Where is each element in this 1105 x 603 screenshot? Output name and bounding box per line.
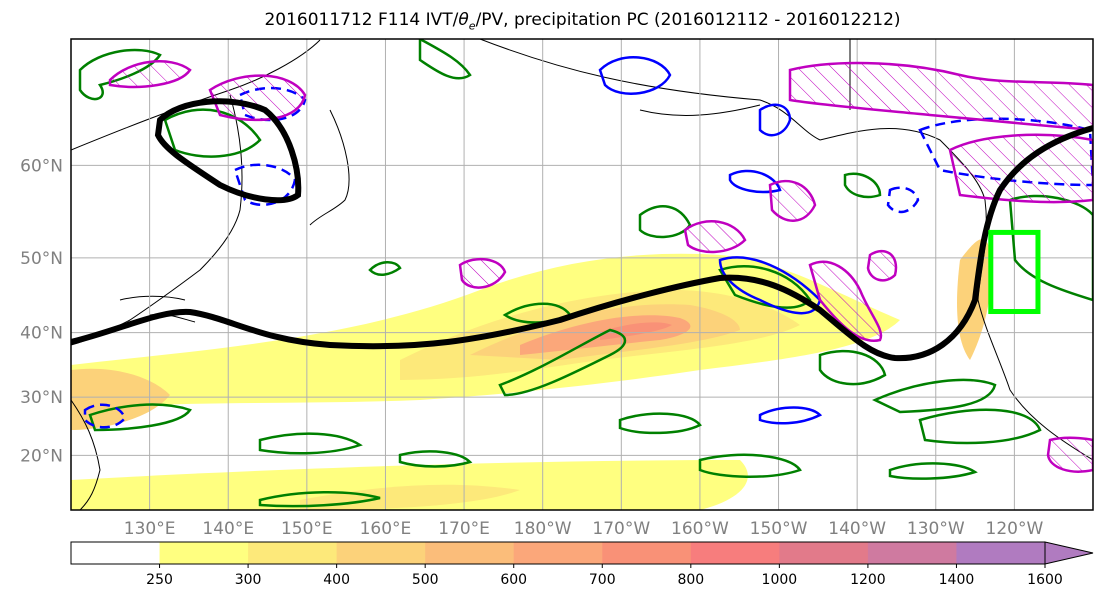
lon-label: 130°E	[124, 519, 176, 539]
colorbar-swatch	[425, 542, 515, 564]
lon-label: 130°W	[907, 519, 965, 539]
colorbar-tick-label: 700	[589, 572, 616, 588]
lon-label: 170°E	[438, 519, 490, 539]
colorbar-swatch	[336, 542, 426, 564]
colorbar-swatch	[867, 542, 957, 564]
colorbar-swatch	[71, 542, 161, 564]
theta-e-contours	[78, 39, 1093, 508]
lon-label: 160°E	[360, 519, 412, 539]
colorbar-swatch	[602, 542, 692, 564]
colorbar: 250 300 400 500 600 700 800 1000 1200 1400 1600	[70, 541, 1094, 588]
lon-label: 180°W	[514, 519, 572, 539]
lat-label: 60°N	[20, 156, 63, 176]
map-title: 2016011712 F114 IVT/θe/PV, precipitation…	[264, 10, 901, 33]
colorbar-frame	[70, 541, 1045, 565]
colorbar-tick-label: 300	[235, 572, 262, 588]
colorbar-tick-label: 400	[323, 572, 350, 588]
colorbar-swatch	[248, 542, 338, 564]
target-box	[988, 229, 1041, 315]
lat-label: 40°N	[20, 324, 63, 344]
colorbar-swatch	[956, 542, 1046, 564]
colorbar-swatch	[779, 542, 869, 564]
colorbar-swatch	[690, 542, 780, 564]
lon-label: 170°W	[592, 519, 650, 539]
colorbar-tick-label: 1400	[939, 572, 975, 588]
lat-label: 30°N	[20, 388, 63, 408]
lon-label: 140°W	[828, 519, 886, 539]
lon-label: 120°W	[986, 519, 1044, 539]
colorbar-tick-label: 600	[500, 572, 527, 588]
lon-label: 150°W	[750, 519, 808, 539]
colorbar-tick-label: 500	[412, 572, 439, 588]
colorbar-swatch	[159, 542, 249, 564]
lon-label: 150°E	[281, 519, 333, 539]
lon-label: 160°W	[671, 519, 729, 539]
lon-label: 140°E	[202, 519, 254, 539]
colorbar-tick-label: 250	[146, 572, 173, 588]
lat-labels: 60°N 50°N 40°N 30°N 20°N	[20, 156, 63, 466]
map-frame	[70, 38, 1094, 511]
lon-labels: 130°E 140°E 150°E 160°E 170°E 180°W 170°W 160°W…	[124, 519, 1044, 539]
colorbar-tick-label: 1000	[762, 572, 798, 588]
colorbar-swatch	[513, 542, 603, 564]
colorbar-extend-arrow	[1044, 541, 1094, 565]
lat-label: 20°N	[20, 446, 63, 466]
colorbar-tick-label: 1600	[1027, 572, 1063, 588]
jet-axis	[71, 98, 1093, 362]
lat-label: 50°N	[20, 249, 63, 269]
colorbar-tick-label: 1200	[850, 572, 886, 588]
colorbar-tick-label: 800	[677, 572, 704, 588]
